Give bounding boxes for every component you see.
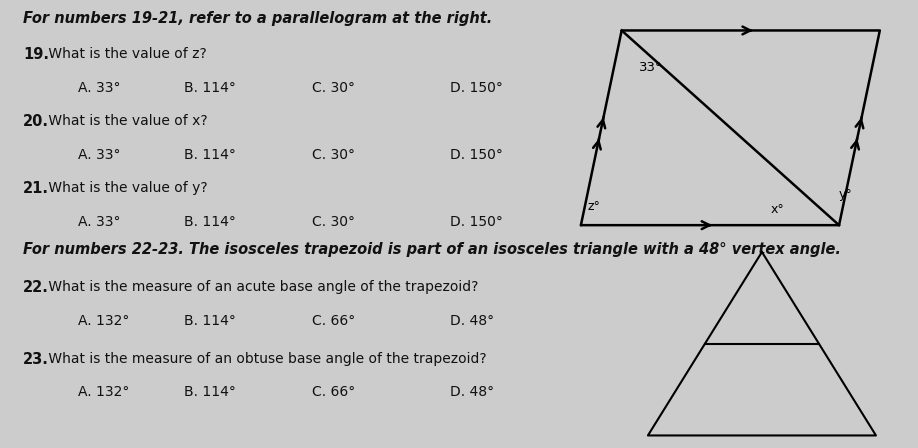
Text: B. 114°: B. 114° [184,148,236,162]
Text: D. 48°: D. 48° [450,314,494,327]
Text: 23.: 23. [23,352,49,366]
Text: B. 114°: B. 114° [184,385,236,399]
Text: What is the value of z?: What is the value of z? [44,47,207,61]
Text: C. 66°: C. 66° [312,314,355,327]
Text: What is the value of x?: What is the value of x? [44,114,207,128]
Text: A. 33°: A. 33° [78,81,120,95]
Text: z°: z° [588,200,600,213]
Text: C. 30°: C. 30° [312,148,355,162]
Text: C. 30°: C. 30° [312,215,355,229]
Text: D. 150°: D. 150° [450,215,503,229]
Text: For numbers 22-23. The isosceles trapezoid is part of an isosceles triangle with: For numbers 22-23. The isosceles trapezo… [23,242,841,257]
Text: For numbers 19-21, refer to a parallelogram at the right.: For numbers 19-21, refer to a parallelog… [23,11,492,26]
Text: 21.: 21. [23,181,49,196]
Text: B. 114°: B. 114° [184,314,236,327]
Text: y°: y° [839,189,853,202]
Text: What is the measure of an acute base angle of the trapezoid?: What is the measure of an acute base ang… [44,280,478,294]
Text: D. 150°: D. 150° [450,81,503,95]
Text: What is the measure of an obtuse base angle of the trapezoid?: What is the measure of an obtuse base an… [44,352,487,366]
Text: B. 114°: B. 114° [184,81,236,95]
Text: x°: x° [771,202,785,215]
Text: A. 132°: A. 132° [78,385,129,399]
Text: D. 48°: D. 48° [450,385,494,399]
Text: A. 33°: A. 33° [78,148,120,162]
Text: 19.: 19. [23,47,49,62]
Text: C. 30°: C. 30° [312,81,355,95]
Text: A. 33°: A. 33° [78,215,120,229]
Text: B. 114°: B. 114° [184,215,236,229]
Text: 22.: 22. [23,280,49,295]
Text: 33°: 33° [639,61,662,74]
Text: A. 132°: A. 132° [78,314,129,327]
Text: 20.: 20. [23,114,49,129]
Text: D. 150°: D. 150° [450,148,503,162]
Text: C. 66°: C. 66° [312,385,355,399]
Text: What is the value of y?: What is the value of y? [44,181,207,195]
